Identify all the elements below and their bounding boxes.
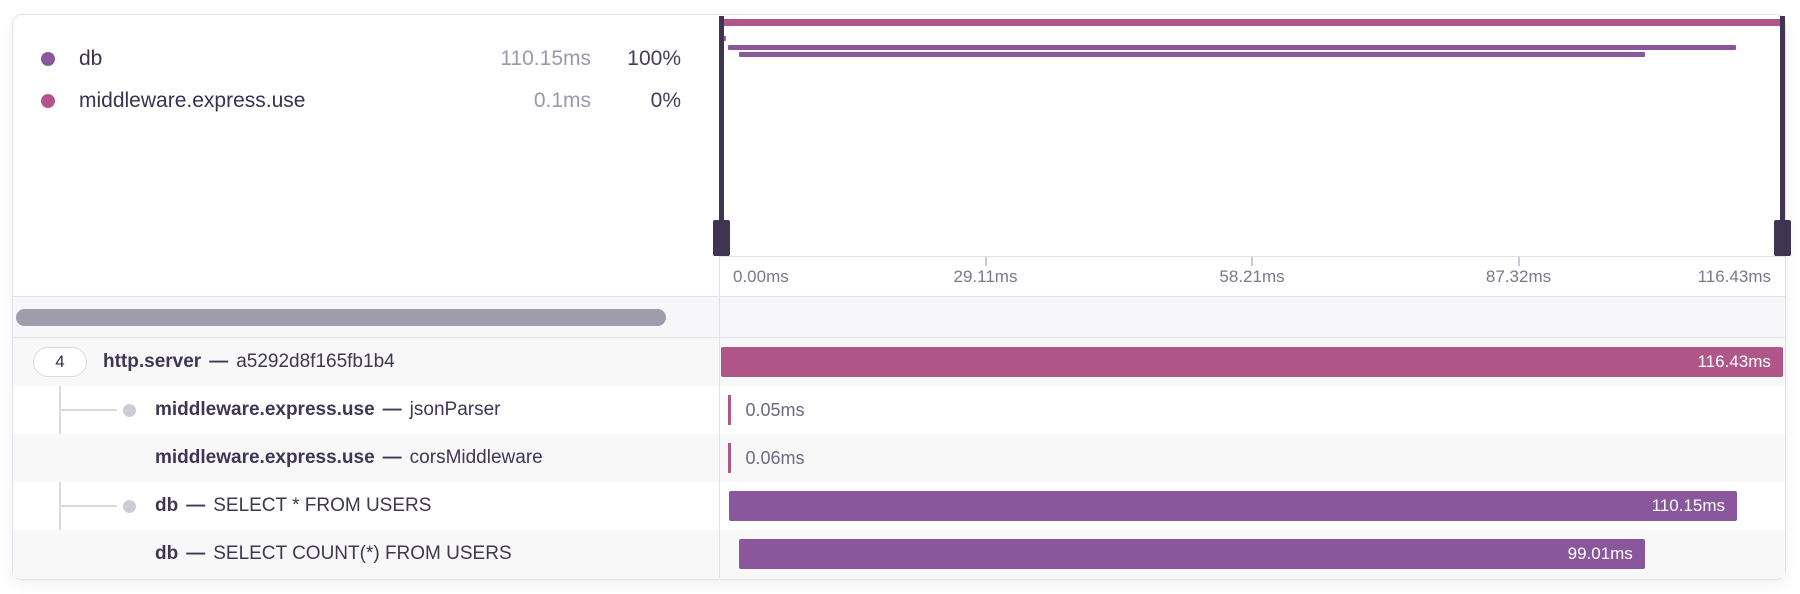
span-row: http.server — a5292d8f165fb1b4 4 116.43m… [13,338,1785,386]
span-duration-value: 0.05ms [745,399,805,420]
span-operation: jsonParser [409,399,501,420]
span-row: db — SELECT * FROM USERS 110.15ms [13,482,1785,530]
span-row: middleware.express.use — corsMiddleware … [13,434,1785,482]
tree-node-dot-icon [123,404,136,417]
span-name: http.server [103,351,202,372]
tree-branch-line [59,505,117,507]
brush-left-handle-grip[interactable] [713,220,730,256]
span-name: middleware.express.use [155,399,375,420]
tree-branch-line [59,409,117,411]
brush-right-handle-line[interactable] [1780,16,1785,220]
span-duration-legend: db 110.15ms 100% middleware.express.use … [41,38,681,122]
span-duration-value: 0.06ms [745,447,805,468]
span-timeline-cell: 110.15ms [719,482,1785,530]
horizontal-scrollbar-thumb[interactable] [16,309,666,326]
span-tree-cell[interactable]: http.server — a5292d8f165fb1b4 4 [13,338,719,386]
legend-item: middleware.express.use 0.1ms 0% [41,80,681,122]
span-timeline-cell: 0.06ms [719,434,1785,482]
span-label: db — SELECT * FROM USERS [155,482,431,530]
span-duration-bar[interactable] [727,395,731,425]
span-name-separator: — [209,351,229,372]
span-row: db — SELECT COUNT(*) FROM USERS 99.01ms [13,530,1785,578]
horizontal-scrollbar-track[interactable] [13,296,1785,338]
span-duration-bar[interactable]: 110.15ms [728,491,1738,521]
brush-right-handle-grip[interactable] [1774,220,1791,256]
span-operation: SELECT * FROM USERS [213,495,432,516]
span-duration-bar[interactable]: 116.43ms [721,347,1783,377]
span-duration-bar[interactable] [727,443,731,473]
span-duration-value: 116.43ms [1697,352,1771,371]
minimap-bar-http.server [721,19,1782,26]
span-name-separator: — [382,447,402,468]
span-name-separator: — [382,399,402,420]
time-axis: 0.00ms 29.11ms 58.21ms 87.32ms 116.43ms [719,256,1785,296]
span-name: middleware.express.use [155,447,375,468]
axis-tick-mark [984,257,987,266]
span-name: db [155,495,179,516]
span-name-separator: — [186,543,206,564]
span-rows: http.server — a5292d8f165fb1b4 4 116.43m… [13,338,1785,578]
span-row: middleware.express.use — jsonParser 0.05… [13,386,1785,434]
legend-span-name: db [79,47,103,70]
span-label: middleware.express.use — jsonParser [155,386,501,434]
axis-tick-label: 116.43ms [1697,266,1771,286]
span-name: db [155,543,179,564]
axis-tick-mark [1251,257,1253,266]
axis-tick-label: 87.32ms [1485,266,1552,286]
legend-color-dot-icon [41,52,55,66]
span-operation: a5292d8f165fb1b4 [236,351,395,372]
span-timeline-cell: 116.43ms [719,338,1785,386]
span-tree-cell[interactable]: db — SELECT COUNT(*) FROM USERS [13,530,719,578]
legend-color-dot-icon [41,94,55,108]
legend-span-percent: 0% [650,89,681,112]
minimap-bar-db-select-users [728,45,1737,50]
span-label: middleware.express.use — corsMiddleware [155,434,543,482]
legend-span-duration: 0.1ms [533,89,591,112]
span-label: db — SELECT COUNT(*) FROM USERS [155,530,512,578]
span-tree-cell[interactable]: middleware.express.use — corsMiddleware [13,434,719,482]
span-label: http.server — a5292d8f165fb1b4 [103,338,395,386]
brush-left-handle-line[interactable] [719,16,724,220]
span-timeline-cell: 0.05ms [719,386,1785,434]
span-operation: SELECT COUNT(*) FROM USERS [213,543,512,564]
child-count-badge[interactable]: 4 [33,347,87,377]
timeline-minimap[interactable] [713,15,1791,256]
span-duration-value: 99.01ms [1567,544,1633,563]
minimap-bar-db-select-count-users [738,52,1645,57]
span-duration-bar[interactable]: 99.01ms [738,539,1645,569]
axis-tick-label: 58.21ms [1219,266,1285,286]
span-tree-cell[interactable]: middleware.express.use — jsonParser [13,386,719,434]
span-timeline-cell: 99.01ms [719,530,1785,578]
tree-timeline-divider [719,256,720,578]
axis-tick-mark [1517,257,1520,266]
span-duration-value: 110.15ms [1651,496,1726,515]
span-name-separator: — [186,495,206,516]
trace-waterfall-panel: db 110.15ms 100% middleware.express.use … [12,14,1791,580]
legend-span-name: middleware.express.use [79,89,306,112]
axis-tick-label: 0.00ms [733,266,789,286]
legend-span-percent: 100% [627,47,681,70]
span-operation: corsMiddleware [409,447,543,468]
legend-span-duration: 110.15ms [500,47,591,70]
axis-tick-label: 29.11ms [953,266,1018,286]
legend-item: db 110.15ms 100% [41,38,681,80]
span-tree-cell[interactable]: db — SELECT * FROM USERS [13,482,719,530]
tree-node-dot-icon [123,500,136,513]
